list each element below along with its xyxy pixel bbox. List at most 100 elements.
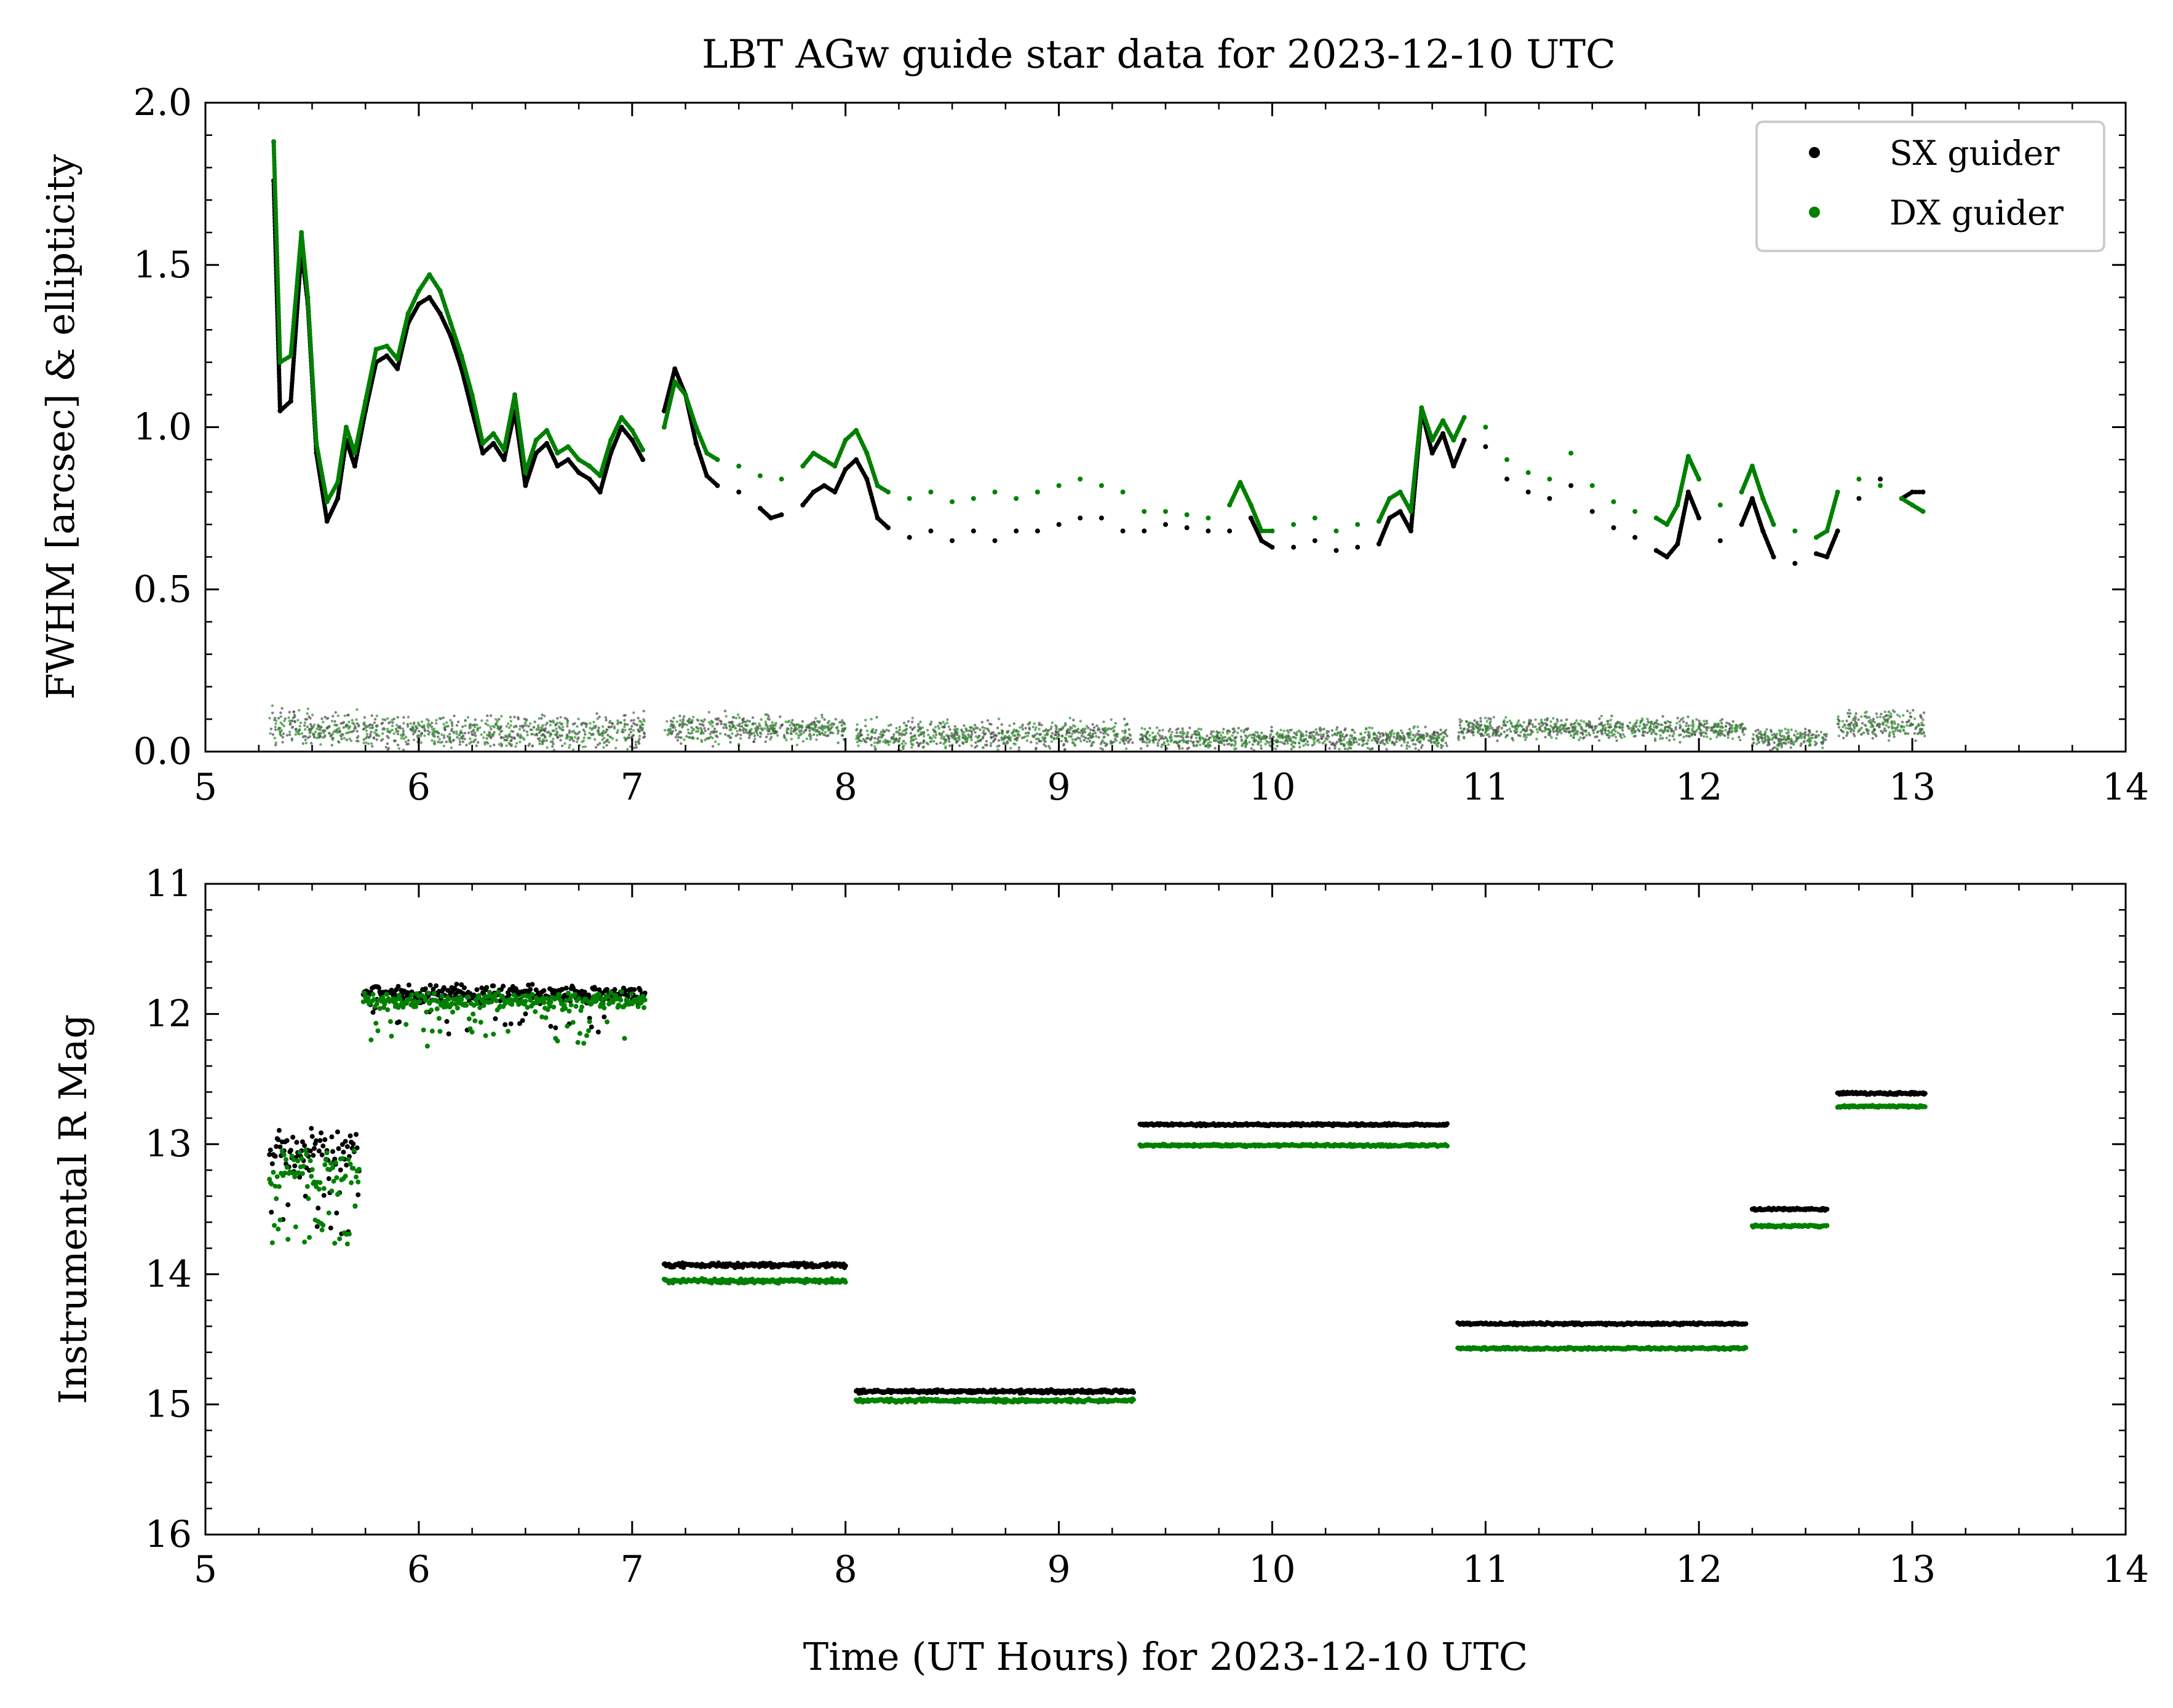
dx-ellipticity-point xyxy=(927,733,930,737)
dx-ellipticity-point xyxy=(1368,732,1371,735)
dx-mag-point xyxy=(602,1005,607,1011)
dx-ellipticity-point xyxy=(1469,721,1472,725)
sx-ellipticity-point xyxy=(996,726,999,729)
dx-fwhm-point xyxy=(1771,522,1776,527)
sx-ellipticity-point xyxy=(707,728,710,731)
dx-ellipticity-point xyxy=(977,734,981,738)
dx-ellipticity-point xyxy=(308,728,311,731)
sx-ellipticity-point xyxy=(436,735,440,739)
dx-ellipticity-point xyxy=(910,738,913,742)
dx-ellipticity-point xyxy=(970,744,973,747)
dx-ellipticity-point xyxy=(311,732,315,736)
sx-ellipticity-point xyxy=(571,723,575,726)
y-tick-label: 2.0 xyxy=(133,81,192,124)
dx-ellipticity-point xyxy=(1923,734,1926,737)
dx-ellipticity-point xyxy=(288,719,291,723)
sx-ellipticity-point xyxy=(1124,739,1128,742)
dx-ellipticity-point xyxy=(1579,719,1583,723)
dx-ellipticity-point xyxy=(1649,725,1652,728)
sx-mag-point xyxy=(314,1224,320,1229)
sx-ellipticity-point xyxy=(948,728,951,731)
dx-ellipticity-point xyxy=(926,742,930,746)
sx-ellipticity-point xyxy=(713,727,717,731)
dx-ellipticity-point xyxy=(1883,729,1886,733)
dx-ellipticity-point xyxy=(1465,720,1468,723)
dx-ellipticity-point xyxy=(1587,732,1591,735)
dx-ellipticity-point xyxy=(1471,725,1474,728)
sx-mag-point xyxy=(434,983,439,988)
sx-ellipticity-point xyxy=(317,725,321,728)
dx-mag-point xyxy=(373,1020,379,1026)
dx-mag-point xyxy=(417,999,423,1004)
dx-ellipticity-point xyxy=(1143,728,1146,731)
dx-ellipticity-point xyxy=(1412,742,1415,746)
dx-ellipticity-point xyxy=(381,737,384,741)
sx-ellipticity-point xyxy=(293,720,296,723)
sx-ellipticity-point xyxy=(1626,725,1630,728)
dx-ellipticity-point xyxy=(1050,736,1054,739)
dx-ellipticity-point xyxy=(1479,725,1482,728)
dx-ellipticity-point xyxy=(766,733,770,736)
dx-ellipticity-point xyxy=(1851,718,1855,721)
dx-ellipticity-point xyxy=(552,737,555,741)
dx-ellipticity-point xyxy=(505,744,508,747)
sx-ellipticity-point xyxy=(875,716,878,719)
dx-ellipticity-point xyxy=(389,720,392,724)
sx-ellipticity-point xyxy=(467,731,471,734)
dx-ellipticity-point xyxy=(744,720,747,724)
sx-ellipticity-point xyxy=(1873,728,1877,731)
sx-ellipticity-point xyxy=(948,744,951,747)
sx-ellipticity-point xyxy=(1158,739,1161,742)
dx-ellipticity-point xyxy=(1087,733,1090,736)
sx-ellipticity-point xyxy=(1884,715,1888,718)
sx-mag-point xyxy=(508,1021,514,1027)
dx-ellipticity-point xyxy=(1508,719,1512,723)
sx-ellipticity-point xyxy=(1122,739,1125,743)
sx-ellipticity-point xyxy=(887,729,891,733)
sx-ellipticity-point xyxy=(680,742,683,745)
dx-ellipticity-point xyxy=(1399,729,1403,733)
dx-ellipticity-point xyxy=(842,729,845,733)
dx-ellipticity-point xyxy=(280,729,284,732)
dx-mag-point xyxy=(308,1158,313,1164)
dx-ellipticity-point xyxy=(1751,737,1754,741)
dx-ellipticity-point xyxy=(1086,740,1089,744)
sx-ellipticity-point xyxy=(1162,737,1166,741)
dx-ellipticity-point xyxy=(1784,728,1787,731)
sx-ellipticity-point xyxy=(723,709,727,713)
dx-ellipticity-point xyxy=(1878,715,1882,719)
dx-ellipticity-point xyxy=(290,719,293,723)
sx-ellipticity-point xyxy=(1054,730,1057,733)
sx-mag-point xyxy=(351,1141,356,1146)
dx-ellipticity-point xyxy=(970,738,974,742)
dx-ellipticity-point xyxy=(1683,730,1686,734)
sx-fwhm-point xyxy=(395,366,400,371)
dx-mag-point xyxy=(478,1020,483,1025)
dx-ellipticity-point xyxy=(884,741,888,745)
sx-ellipticity-point xyxy=(1382,733,1385,736)
dx-ellipticity-point xyxy=(1531,725,1535,729)
dx-ellipticity-point xyxy=(836,732,840,735)
dx-ellipticity-point xyxy=(923,734,926,738)
sx-ellipticity-point xyxy=(1857,718,1860,721)
sx-ellipticity-point xyxy=(1329,741,1332,744)
dx-ellipticity-point xyxy=(1178,741,1182,744)
dx-mag-point xyxy=(375,1028,381,1033)
sx-ellipticity-point xyxy=(1412,733,1415,737)
sx-ellipticity-point xyxy=(754,727,757,730)
dx-ellipticity-point xyxy=(760,732,763,736)
sx-fwhm-point xyxy=(427,295,432,300)
dx-ellipticity-point xyxy=(445,725,448,728)
dx-ellipticity-point xyxy=(565,734,569,738)
sx-mag-point xyxy=(427,982,433,988)
dx-ellipticity-point xyxy=(990,731,993,734)
dx-ellipticity-point xyxy=(1572,736,1575,739)
dx-ellipticity-point xyxy=(590,728,594,731)
sx-ellipticity-point xyxy=(1538,722,1541,726)
sx-ellipticity-point xyxy=(911,720,914,724)
dx-ellipticity-point xyxy=(1595,725,1599,728)
dx-ellipticity-point xyxy=(614,747,618,750)
dx-ellipticity-point xyxy=(1887,739,1891,742)
dx-ellipticity-point xyxy=(335,731,338,734)
sx-ellipticity-point xyxy=(1664,721,1667,725)
